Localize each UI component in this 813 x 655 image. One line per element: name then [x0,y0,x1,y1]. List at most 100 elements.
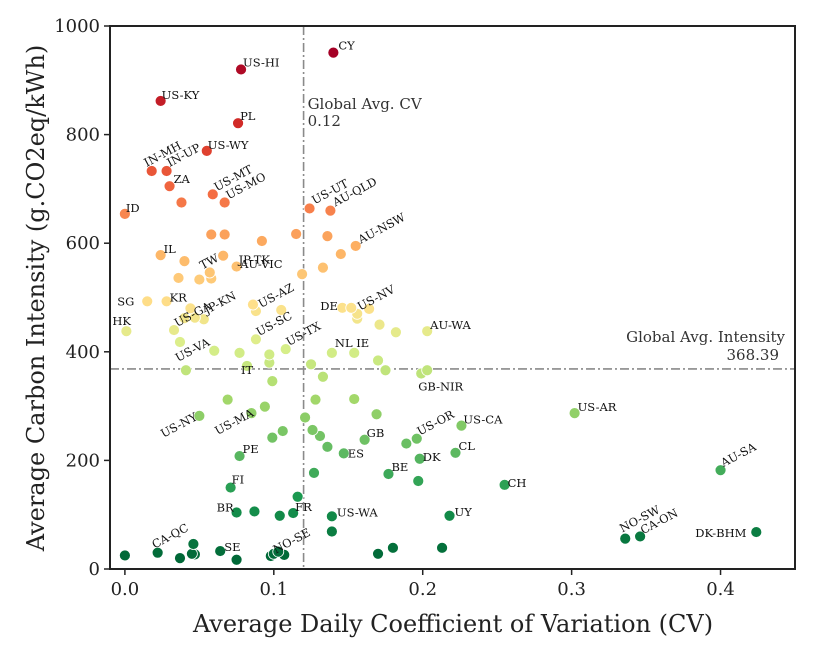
data-point [363,303,376,315]
data-point-kr [160,295,173,308]
data-point-dk-bhm [750,526,763,538]
point-label: NL [335,336,353,350]
point-label: DK-BHM [695,526,746,540]
global-avg-intensity-value: 368.39 [727,346,780,364]
data-point-ca-on [634,530,647,543]
y-tick-label: 600 [66,233,100,254]
data-point [348,393,361,405]
data-point [248,505,261,518]
y-tick-label: 400 [66,342,100,363]
data-point-au-nsw [349,240,362,252]
data-point [175,196,188,209]
x-tick-label: 0.1 [259,579,288,600]
point-label: SE [224,540,240,554]
data-point [306,424,319,436]
data-point [266,431,279,444]
data-point [273,509,286,522]
data-point-in-up [160,165,173,177]
data-point-us-tx [279,343,292,355]
data-point-jp-tk [230,260,243,273]
data-point-us-mo [218,196,231,209]
data-point-ie [348,346,361,359]
point-label: BR [217,501,234,515]
data-point [255,235,268,247]
data-point [258,400,271,413]
data-point-cy [327,46,340,59]
data-point [372,547,384,560]
point-label: GB [367,426,385,440]
data-point-pe [233,450,246,462]
data-point [221,393,234,406]
data-point [233,346,246,359]
data-point-gb [358,433,371,446]
y-tick-label: 200 [66,450,100,471]
data-point [203,266,216,279]
data-point-au-sa [714,464,727,477]
data-point [299,411,311,424]
point-label: JP-TK [238,253,271,267]
data-point [317,261,329,274]
data-point-au-qld [324,204,337,217]
point-label: HK [112,314,131,328]
data-point [290,228,303,240]
data-point [412,475,425,487]
data-point [178,255,191,268]
data-point-fi [224,481,237,494]
data-point-us-ut [303,202,316,215]
x-tick-label: 0.3 [557,579,586,600]
point-label: GB-NIR [418,380,463,394]
data-point-au-wa [421,325,434,338]
data-point-ch [498,478,511,491]
plot-background [110,26,795,569]
point-label: DK [423,450,441,464]
global-avg-intensity-label: Global Avg. Intensity [626,328,785,346]
data-point-be [382,468,395,480]
data-point-it [241,360,253,372]
point-label: US-AR [578,400,617,414]
data-point-tw [193,273,206,286]
data-point [345,301,358,314]
point-label: PL [240,109,256,123]
point-label: US-WA [337,505,378,519]
data-point [186,547,198,560]
data-point-us-ny [193,409,206,422]
data-point-pl [232,117,244,130]
x-axis-ticks: 0.0 0.1 0.2 0.3 0.4 [111,569,735,600]
reference-lines [110,26,795,569]
data-point [372,354,384,367]
data-point-il [154,249,167,262]
data-point-fr [287,507,300,519]
data-point [400,437,413,450]
y-tick-label: 0 [89,559,100,580]
data-point-us-or [410,432,423,445]
data-point-cl [449,446,462,459]
point-label: SG [117,294,134,308]
data-point-sg [141,295,154,308]
data-point-us-sc [250,333,262,346]
data-point-us-ma [245,407,258,420]
data-point [325,525,338,538]
y-axis-ticks: 0 200 400 600 800 1000 [54,16,110,580]
point-label: PE [243,442,259,456]
global-avg-cv-value: 0.12 [308,112,341,130]
y-tick-label: 800 [66,125,100,146]
data-point [187,538,200,550]
point-label: US-CA [463,413,503,427]
data-point-br [230,506,243,519]
data-points [118,46,763,566]
data-point-us-mt [206,188,219,201]
x-tick-label: 0.2 [408,579,437,600]
data-point [291,490,304,503]
point-label: IL [164,242,177,256]
data-point-us-wy [200,144,213,157]
data-point-es [337,447,350,460]
data-point [230,553,243,566]
point-label: AU-VIC [239,257,283,271]
data-point-in-mh [145,165,158,177]
data-point-us-hi [235,63,247,76]
point-label: DE [320,299,338,313]
point-label: FR [295,500,312,514]
point-label: ES [348,446,364,460]
data-point-hk [120,325,133,338]
